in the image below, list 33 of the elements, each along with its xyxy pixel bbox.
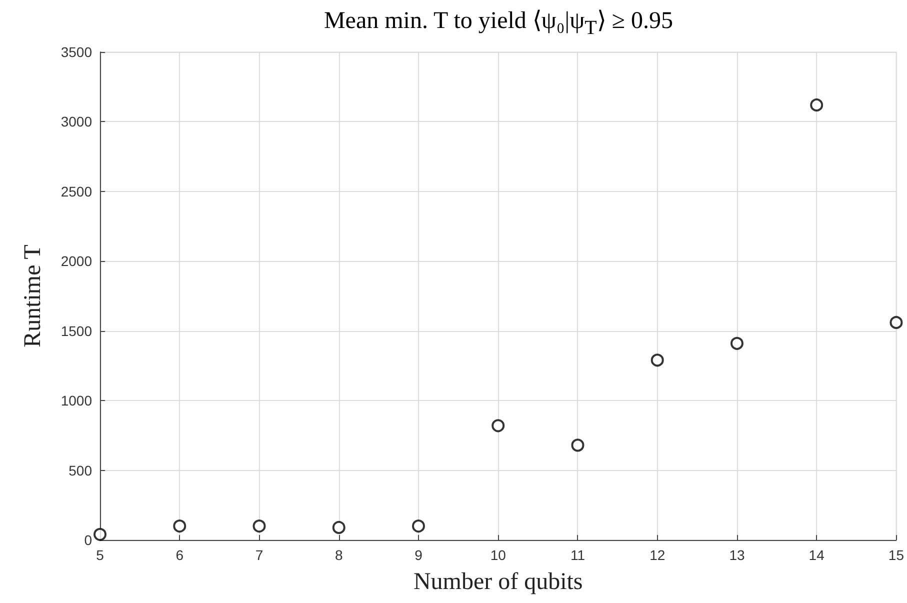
point [332, 520, 346, 534]
x-tick-label: 15 [888, 547, 904, 563]
y-tick-label: 0 [84, 532, 92, 548]
point [890, 316, 903, 329]
x-tick-label: 14 [808, 547, 825, 563]
y-tick-label: 500 [68, 462, 92, 478]
point [94, 528, 106, 541]
point [252, 520, 266, 533]
chart-title: Mean min. T to yield ⟨ψ₀|ψ$_{T}$⟩ ≥ 0.95 [322, 7, 674, 40]
x-tick-label: 13 [729, 547, 745, 563]
x-tick-label: 11 [570, 547, 586, 563]
x-tick-label: 10 [490, 547, 506, 563]
x-tick-label: 6 [176, 547, 184, 563]
point [730, 336, 744, 350]
point [650, 354, 664, 367]
x-tick-label: 8 [334, 547, 343, 563]
y-axis-title: Runtime T [20, 244, 46, 348]
y-tick-label: 3000 [60, 114, 92, 130]
point [810, 98, 824, 112]
x-tick-label: 7 [255, 547, 264, 563]
point [173, 520, 186, 533]
x-tick-label: 9 [414, 547, 423, 563]
y-tick-label: 3500 [60, 44, 92, 60]
point [492, 419, 505, 432]
y-tick-label: 1500 [60, 322, 92, 339]
y-tick-label: 1000 [60, 392, 92, 409]
y-tick-label: 2500 [60, 183, 92, 200]
x-tick-label: 12 [650, 547, 666, 563]
x-tick-label: 5 [96, 547, 104, 563]
point [571, 438, 584, 452]
point [412, 520, 425, 533]
x-axis-title: Number of qubits [413, 569, 583, 595]
y-tick-label: 2000 [60, 253, 92, 270]
